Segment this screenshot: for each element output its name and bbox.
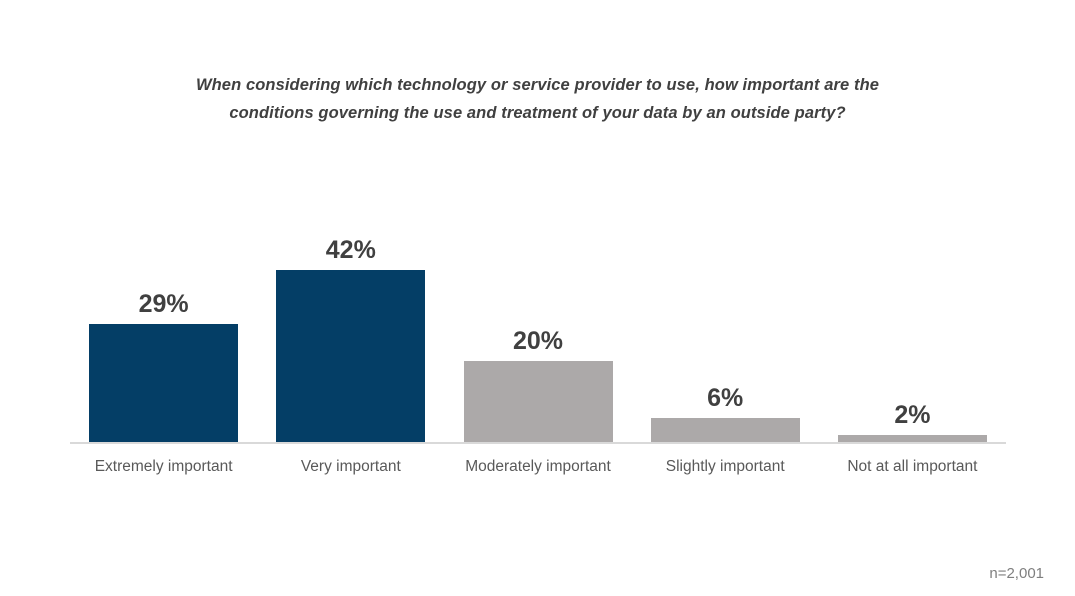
x-axis-label: Extremely important: [94, 458, 233, 475]
bar-chart-plot-area: 29% 42% 20% 6% 2%: [70, 238, 1006, 443]
chart-title-line-1: When considering which technology or ser…: [195, 76, 880, 94]
bar-value-label: 29%: [138, 290, 189, 318]
bar: [276, 270, 426, 443]
sample-size-note: n=2,001: [989, 565, 1044, 582]
bar-column: 29%: [70, 238, 257, 443]
bar-column: 6%: [632, 238, 819, 443]
chart-title: When considering which technology or ser…: [0, 71, 1075, 127]
bar-value-label: 20%: [512, 327, 564, 355]
bar: [463, 361, 613, 443]
bar: [837, 435, 987, 443]
x-axis-label: Not at all important: [847, 458, 978, 475]
x-axis-labels: Extremely important Very important Moderat…: [70, 456, 1006, 477]
x-axis-line: [70, 442, 1006, 444]
bar-column: 2%: [819, 238, 1006, 443]
bar: [650, 418, 800, 443]
x-axis-label: Very important: [300, 458, 401, 475]
x-axis-label: Slightly important: [665, 458, 785, 475]
bar-column: 42%: [257, 238, 444, 443]
bar-value-label: 6%: [707, 384, 744, 412]
bar-value-label: 2%: [894, 401, 931, 429]
chart-title-line-2: conditions governing the use and treatme…: [229, 104, 846, 122]
bar: [89, 324, 239, 443]
x-axis-label: Moderately important: [465, 458, 611, 475]
bar-value-label: 42%: [325, 236, 376, 264]
bar-column: 20%: [444, 238, 631, 443]
